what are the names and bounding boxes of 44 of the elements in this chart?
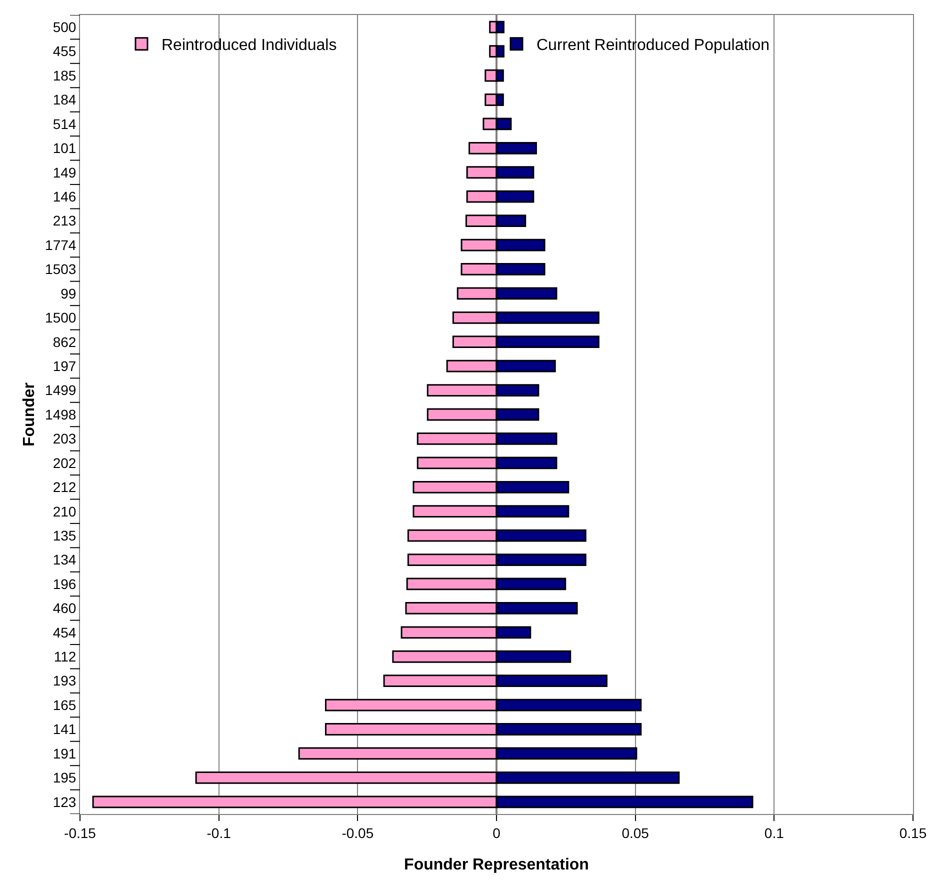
y-tick-label: 1774 bbox=[45, 236, 76, 253]
legend-label: Reintroduced Individuals bbox=[162, 37, 337, 54]
y-tick-label: 185 bbox=[52, 67, 76, 84]
y-tick-label: 165 bbox=[52, 696, 76, 713]
y-tick-label: 210 bbox=[52, 503, 76, 520]
y-tick-label: 203 bbox=[52, 430, 76, 447]
y-tick-label: 195 bbox=[52, 770, 76, 786]
y-tick-label: 184 bbox=[52, 92, 76, 108]
y-tick-label: 135 bbox=[52, 527, 76, 544]
y-tick-label: 141 bbox=[52, 721, 76, 738]
y-tick-label: 146 bbox=[52, 188, 76, 204]
y-axis-title: Founder bbox=[20, 382, 38, 446]
y-tick-label: 99 bbox=[60, 285, 76, 302]
y-tick-label: 149 bbox=[52, 164, 76, 180]
y-tick-label: 1500 bbox=[45, 310, 76, 326]
y-tick-label: 455 bbox=[52, 43, 76, 60]
x-tick-label: -0.05 bbox=[342, 824, 374, 841]
y-tick-label: 191 bbox=[52, 745, 76, 762]
x-tick-label: 0.15 bbox=[899, 824, 927, 841]
y-tick-label: 101 bbox=[52, 140, 76, 156]
y-tick-label: 460 bbox=[52, 600, 76, 616]
y-tick-label: 454 bbox=[52, 624, 76, 640]
y-tick-label: 212 bbox=[52, 479, 76, 496]
y-tick-label: 197 bbox=[52, 358, 76, 374]
y-tick-label: 1498 bbox=[45, 406, 76, 422]
y-tick-label: 134 bbox=[52, 552, 76, 568]
x-axis-title: Founder Representation bbox=[404, 856, 589, 874]
x-tick-label: 0 bbox=[492, 824, 501, 841]
y-tick-label: 123 bbox=[52, 794, 76, 810]
y-tick-label: 213 bbox=[52, 212, 76, 229]
y-tick-label: 514 bbox=[52, 116, 76, 132]
x-tick-label: -0.15 bbox=[64, 824, 96, 841]
y-tick-label: 202 bbox=[52, 454, 76, 471]
y-tick-label: 1499 bbox=[45, 382, 76, 398]
x-tick-label: -0.1 bbox=[206, 824, 232, 841]
y-tick-label: 500 bbox=[52, 19, 76, 36]
y-tick-label: 1503 bbox=[45, 261, 76, 278]
x-tick-label: 0.05 bbox=[622, 824, 650, 841]
y-tick-label: 862 bbox=[52, 334, 76, 350]
legend-label: Current Reintroduced Population bbox=[536, 37, 770, 54]
y-tick-label: 193 bbox=[52, 672, 76, 689]
x-tick-label: 0.1 bbox=[764, 824, 784, 841]
y-tick-label: 112 bbox=[54, 648, 76, 665]
y-tick-label: 196 bbox=[52, 576, 76, 592]
